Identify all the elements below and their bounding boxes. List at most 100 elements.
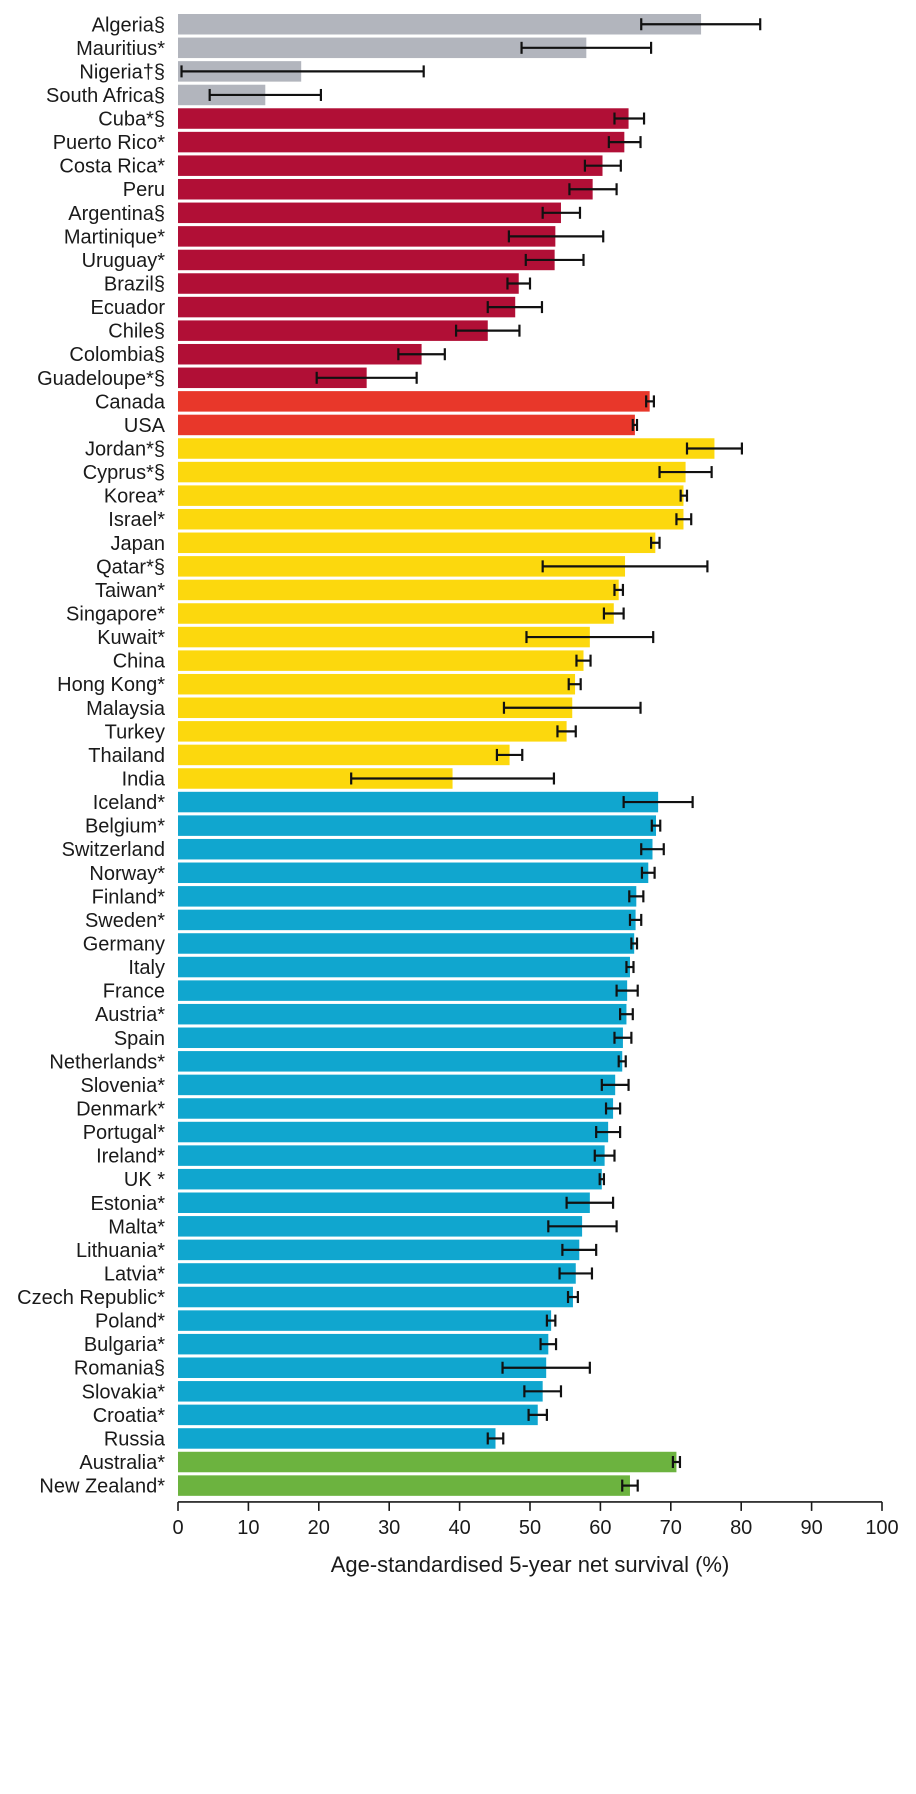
bar xyxy=(178,1451,677,1473)
error-bar xyxy=(613,583,625,596)
error-bar xyxy=(547,1220,618,1233)
category-label: Mauritius* xyxy=(76,38,165,60)
bar xyxy=(178,14,702,35)
error-bar xyxy=(628,890,645,903)
bar xyxy=(178,131,625,153)
category-label: Jordan*§ xyxy=(85,439,165,461)
error-bar xyxy=(541,560,709,573)
error-bar xyxy=(631,418,639,431)
category-label: UK * xyxy=(124,1169,165,1191)
bar xyxy=(178,1428,496,1449)
bar xyxy=(178,1121,609,1143)
category-label: China xyxy=(113,651,166,673)
category-label: Taiwan* xyxy=(95,580,165,602)
error-bar xyxy=(556,725,577,738)
error-bar xyxy=(613,112,646,125)
error-bar xyxy=(524,253,585,266)
error-bar xyxy=(617,1055,627,1068)
error-bar xyxy=(527,1408,548,1421)
category-label: Bulgaria* xyxy=(84,1334,165,1356)
error-bar xyxy=(640,866,656,879)
category-label: Israel* xyxy=(108,509,165,531)
category-label: India xyxy=(122,768,166,790)
category-label: France xyxy=(103,981,165,1003)
error-bar xyxy=(568,183,618,196)
error-bar xyxy=(619,1008,634,1021)
category-label: Kuwait* xyxy=(97,627,165,649)
error-bar xyxy=(507,230,605,243)
category-label: Japan xyxy=(111,533,166,555)
bar xyxy=(178,886,637,907)
bar xyxy=(178,391,650,412)
bar xyxy=(178,37,587,59)
category-label: Algeria§ xyxy=(92,14,165,36)
error-bar xyxy=(645,395,656,408)
error-bar xyxy=(607,136,642,149)
x-tick-label: 10 xyxy=(237,1517,259,1539)
category-label: USA xyxy=(124,415,166,437)
category-label: Malaysia xyxy=(86,698,166,720)
error-bar xyxy=(454,324,521,337)
bar xyxy=(178,1239,580,1261)
bar xyxy=(178,367,367,389)
bar xyxy=(178,1192,590,1213)
error-bar xyxy=(558,1267,594,1280)
category-label: Croatia* xyxy=(93,1405,165,1427)
error-bar xyxy=(397,348,446,361)
bar xyxy=(178,744,510,766)
bar xyxy=(178,721,567,742)
x-tick-label: 80 xyxy=(730,1517,752,1539)
category-label: Lithuania* xyxy=(76,1240,165,1262)
bar xyxy=(178,862,649,884)
error-bar xyxy=(640,18,762,31)
category-label: Romania§ xyxy=(74,1358,165,1380)
category-label: Australia* xyxy=(79,1452,165,1474)
error-bar xyxy=(602,607,625,620)
category-label: Martinique* xyxy=(64,226,165,248)
bar xyxy=(178,556,626,577)
error-bar xyxy=(566,1291,579,1304)
bar xyxy=(178,461,686,483)
error-bar xyxy=(501,1361,591,1374)
error-bar xyxy=(615,984,639,997)
x-tick-label: 0 xyxy=(172,1517,183,1539)
x-tick-label: 40 xyxy=(448,1517,470,1539)
category-label: Estonia* xyxy=(91,1193,166,1215)
category-label: Netherlands* xyxy=(49,1051,165,1073)
error-bars-layer xyxy=(180,18,762,1492)
error-bar xyxy=(671,1456,682,1469)
error-bar xyxy=(598,1173,606,1186)
error-bar xyxy=(679,489,689,502)
category-label: Cyprus*§ xyxy=(83,462,165,484)
error-bar xyxy=(208,88,323,101)
bar xyxy=(178,579,619,601)
category-label: Uruguay* xyxy=(82,250,166,272)
category-label: South Africa§ xyxy=(46,85,165,107)
category-label: Ireland* xyxy=(96,1146,165,1168)
bar xyxy=(178,909,636,931)
category-label: Qatar*§ xyxy=(96,556,165,578)
error-bar xyxy=(625,961,635,974)
category-label: Poland* xyxy=(95,1311,165,1333)
error-bar xyxy=(523,1385,563,1398)
category-labels-layer: Algeria§Mauritius*Nigeria†§South Africa§… xyxy=(17,14,166,1497)
bar xyxy=(178,108,629,129)
bar xyxy=(178,650,584,671)
category-label: Norway* xyxy=(89,863,165,885)
error-bar xyxy=(502,701,642,714)
error-bar xyxy=(486,1432,505,1445)
x-tick-label: 30 xyxy=(378,1517,400,1539)
category-label: Latvia* xyxy=(104,1263,165,1285)
bar xyxy=(178,1263,576,1284)
bar xyxy=(178,933,635,954)
category-label: Malta* xyxy=(108,1216,165,1238)
error-bar xyxy=(600,1078,630,1091)
error-bar xyxy=(180,65,425,78)
category-label: Denmark* xyxy=(76,1098,165,1120)
x-axis: 0 10 20 30 40 50 60 70 80 90 100 xyxy=(172,1501,899,1539)
category-label: New Zealand* xyxy=(39,1476,165,1498)
error-bar xyxy=(575,654,592,667)
bar xyxy=(178,1098,614,1119)
error-bar xyxy=(315,371,418,384)
error-bar xyxy=(520,41,653,54)
